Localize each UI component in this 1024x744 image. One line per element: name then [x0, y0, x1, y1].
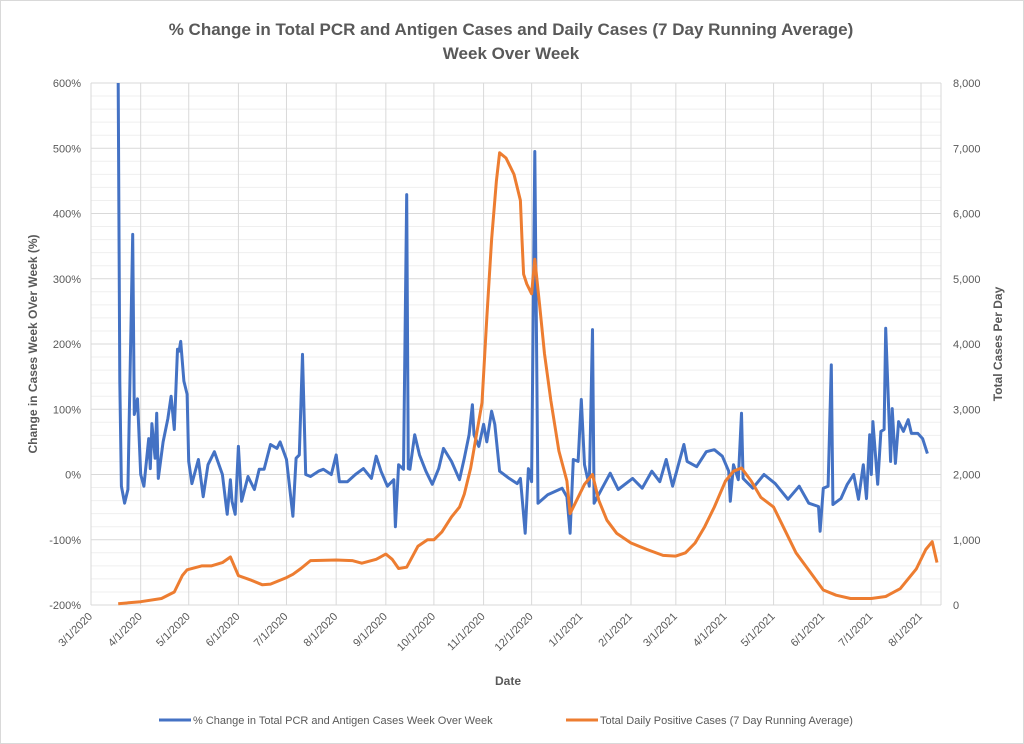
x-tick-label: 1/1/2021	[547, 611, 586, 650]
x-tick-label: 6/1/2021	[789, 611, 828, 650]
x-tick-label: 4/1/2020	[106, 611, 145, 650]
legend: % Change in Total PCR and Antigen Cases …	[159, 715, 853, 727]
x-tick-label: 7/1/2020	[252, 611, 291, 650]
x-tick-label: 3/1/2020	[56, 611, 95, 650]
chart-title: % Change in Total PCR and Antigen Cases …	[169, 20, 854, 39]
y-right-tick-label: 5,000	[953, 274, 981, 286]
x-tick-label: 10/1/2020	[395, 611, 438, 654]
x-tick-label: 5/1/2021	[739, 611, 778, 650]
legend-label-daily-cases: Total Daily Positive Cases (7 Day Runnin…	[600, 715, 853, 727]
y-left-tick-label: 0%	[65, 470, 81, 482]
y-right-tick-label: 8,000	[953, 78, 981, 90]
x-tick-label: 8/1/2021	[886, 611, 925, 650]
y-right-tick-label: 7,000	[953, 143, 981, 155]
y-left-tick-label: 100%	[53, 404, 81, 416]
y-right-tick-label: 1,000	[953, 535, 981, 547]
y-right-tick-label: 4,000	[953, 339, 981, 351]
chart-subtitle: Week Over Week	[443, 44, 580, 63]
gridlines	[90, 82, 942, 606]
y-left-tick-label: 300%	[53, 274, 81, 286]
x-tick-label: 6/1/2020	[204, 611, 243, 650]
x-tick-label: 2/1/2021	[596, 611, 635, 650]
x-axis-title: Date	[495, 674, 521, 688]
x-tick-label: 8/1/2020	[302, 611, 341, 650]
x-tick-label: 5/1/2020	[154, 611, 193, 650]
y-axis-left-title: Change in Cases Week OVer Week (%)	[26, 235, 40, 454]
y-left-tick-label: 200%	[53, 339, 81, 351]
y-left-tick-label: 400%	[53, 209, 81, 221]
x-tick-label: 12/1/2020	[493, 611, 536, 654]
y-axis-right-title: Total Cases Per Day	[991, 286, 1005, 401]
x-tick-label: 7/1/2021	[837, 611, 876, 650]
legend-label-pct-change: % Change in Total PCR and Antigen Cases …	[193, 715, 493, 727]
y-right-tick-label: 6,000	[953, 209, 981, 221]
x-tick-label: 11/1/2020	[445, 611, 488, 654]
x-tick-label: 9/1/2020	[351, 611, 390, 650]
y-left-tick-label: 500%	[53, 143, 81, 155]
y-right-tick-label: 0	[953, 600, 959, 612]
series-line-daily-cases	[118, 151, 939, 606]
y-left-tick-label: -100%	[49, 535, 81, 547]
y-right-tick-label: 3,000	[953, 404, 981, 416]
y-right-tick-label: 2,000	[953, 470, 981, 482]
series-lines	[116, 82, 939, 606]
series-line-pct-change	[116, 82, 929, 535]
y-left-tick-label: 600%	[53, 78, 81, 90]
y-left-tick-label: -200%	[49, 600, 81, 612]
x-tick-label: 4/1/2021	[691, 611, 730, 650]
x-tick-label: 3/1/2021	[641, 611, 680, 650]
